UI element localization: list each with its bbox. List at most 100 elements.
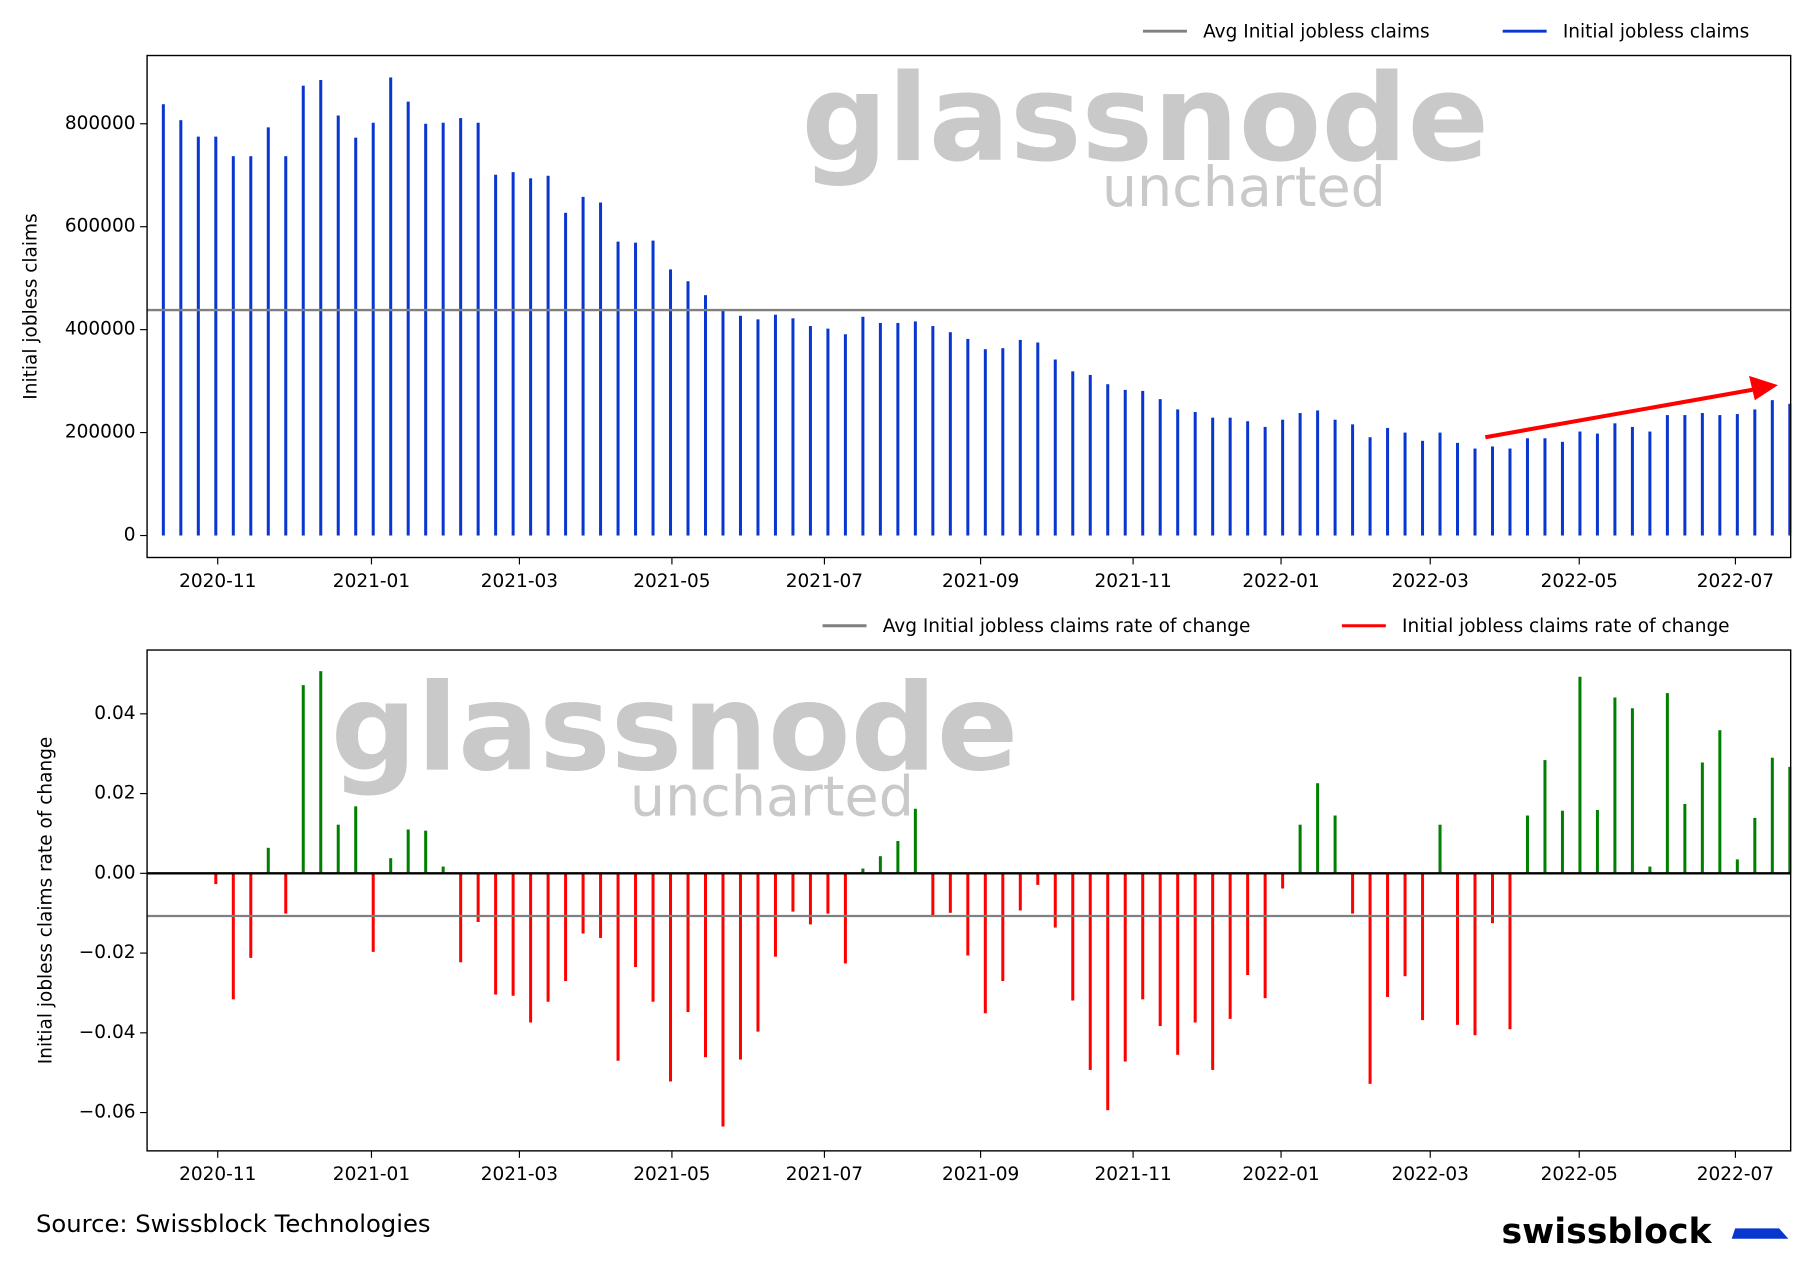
bar (564, 873, 568, 981)
bar (1246, 873, 1250, 976)
bar (1665, 693, 1669, 874)
bar (406, 829, 410, 874)
bar (1123, 873, 1127, 1062)
bar (1560, 810, 1564, 874)
x-tick-label: 2021-09 (942, 571, 1019, 592)
y-tick-label: 400000 (65, 319, 136, 340)
bar (1141, 873, 1145, 1000)
bar (1770, 757, 1774, 874)
legend-label: Avg Initial jobless claims rate of chang… (883, 616, 1251, 637)
bar (1525, 438, 1529, 536)
bar (581, 873, 585, 934)
bar (791, 873, 795, 912)
bar (1106, 873, 1110, 1111)
bar (861, 868, 865, 874)
bar (931, 326, 935, 536)
bar (703, 873, 708, 1058)
bar (1438, 824, 1442, 874)
bar (1263, 426, 1267, 536)
bar (1298, 824, 1302, 874)
bar (651, 873, 655, 1002)
bar (686, 281, 690, 536)
bar (546, 175, 550, 536)
bar (1211, 873, 1215, 1070)
bar (1123, 389, 1127, 536)
source-note: Source: Swissblock Technologies (36, 1209, 430, 1238)
bar (1753, 817, 1757, 874)
bar (459, 118, 463, 536)
x-tick-label: 2021-05 (633, 1164, 710, 1185)
bar (1053, 873, 1057, 928)
bar (1333, 815, 1337, 874)
bar (1560, 441, 1564, 536)
bar (1543, 760, 1547, 874)
legend-label: Avg Initial jobless claims (1203, 21, 1430, 42)
bar (179, 120, 183, 536)
bar (1648, 431, 1652, 536)
bar (1106, 384, 1110, 536)
bar (1351, 424, 1355, 536)
bar (1386, 427, 1390, 536)
x-tick-label: 2021-03 (481, 1164, 558, 1185)
bar (564, 212, 568, 536)
bar (196, 136, 200, 536)
bar (1036, 873, 1040, 885)
bar (1700, 413, 1704, 536)
bar (371, 122, 375, 536)
bar (581, 196, 585, 536)
bar (1228, 417, 1232, 536)
x-tick-label: 2022-01 (1242, 571, 1319, 592)
bar (319, 671, 323, 874)
bar (721, 310, 725, 536)
x-tick-label: 2022-05 (1541, 571, 1618, 592)
bar (878, 322, 882, 536)
bar (1018, 873, 1022, 911)
trend-arrowhead (1749, 375, 1778, 401)
bar (1018, 339, 1022, 536)
bar (529, 873, 533, 1023)
bar (616, 241, 620, 536)
y-tick-label: −0.06 (79, 1102, 136, 1123)
bar (931, 873, 935, 917)
bar (1788, 403, 1792, 536)
bar (1298, 413, 1302, 536)
y-axis-label: Initial jobless claims (20, 213, 41, 399)
bar (826, 873, 830, 914)
bar (721, 873, 725, 1127)
bar (913, 808, 917, 874)
bar (231, 156, 235, 536)
bar (599, 873, 603, 938)
bar (1718, 415, 1722, 536)
bar (826, 328, 830, 536)
bar (686, 873, 690, 1013)
bar (336, 824, 340, 874)
x-tick-label: 2021-11 (1094, 571, 1171, 592)
bar (1683, 415, 1687, 536)
bar (948, 332, 952, 536)
bar (1001, 873, 1005, 981)
x-tick-label: 2021-01 (333, 571, 410, 592)
bar (1473, 448, 1477, 536)
bar (756, 873, 760, 1032)
watermark-subtitle: uncharted (630, 765, 914, 830)
y-tick-label: 0.04 (94, 703, 135, 724)
bar (389, 77, 393, 536)
x-tick-label: 2022-03 (1392, 571, 1469, 592)
bar (546, 873, 550, 1002)
bar (1333, 419, 1337, 536)
bar (913, 321, 917, 536)
bar (389, 858, 393, 874)
bar (284, 873, 288, 914)
x-tick-label: 2021-07 (786, 1164, 863, 1185)
bar (406, 101, 410, 536)
bar (808, 326, 812, 536)
bar (1788, 766, 1792, 874)
bar (599, 202, 603, 536)
x-tick-label: 2021-07 (786, 571, 863, 592)
bar (1088, 873, 1092, 1070)
bar (1351, 873, 1355, 914)
bar (249, 156, 253, 536)
y-tick-label: 0.02 (94, 783, 135, 804)
